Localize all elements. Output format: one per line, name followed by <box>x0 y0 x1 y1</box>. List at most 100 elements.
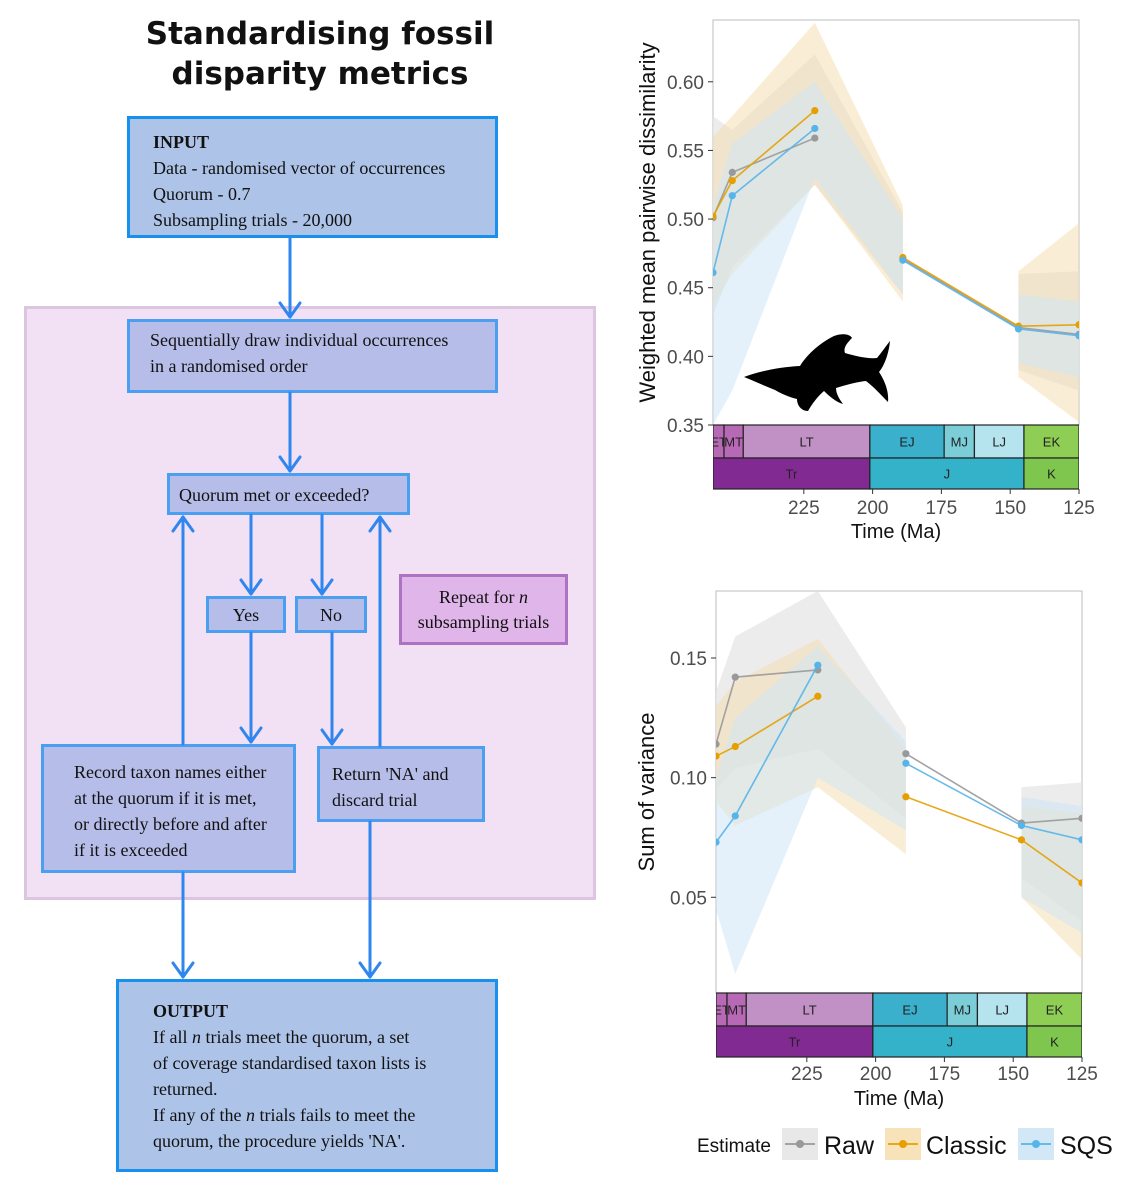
y-tick-label: 0.60 <box>667 73 704 94</box>
repeat-n: n <box>518 587 528 607</box>
input-line: Subsampling trials - 20,000 <box>153 210 352 230</box>
record-taxon-box: Record taxon names either at the quorum … <box>41 744 296 873</box>
ribbon-sqs <box>1021 796 1082 934</box>
legend-label-sqs: SQS <box>1060 1132 1113 1160</box>
legend: Estimate Raw Classic SQS <box>697 1128 1113 1160</box>
point-sqs <box>1078 836 1082 844</box>
point-sqs <box>713 269 717 277</box>
timescale-period-label: Tr <box>789 1035 801 1050</box>
point-sqs <box>811 124 819 133</box>
x-tick-label: 150 <box>994 498 1026 519</box>
timescale-stage-label: MJ <box>951 435 968 450</box>
return-na-box: Return 'NA' and discard trial <box>317 746 485 822</box>
x-tick-label: 125 <box>1063 498 1095 519</box>
point-sqs <box>814 661 822 669</box>
x-axis-label: Time (Ma) <box>851 521 941 543</box>
point-classic <box>728 177 736 185</box>
timescale-stage-label: MT <box>724 435 743 450</box>
legend-dot-sqs <box>1032 1140 1040 1148</box>
point-sqs <box>716 838 720 846</box>
title-line-2: disparity metrics <box>171 56 469 92</box>
record-line: if it is exceeded <box>74 840 188 860</box>
no-label: No <box>320 605 342 625</box>
repeat-line-2: subsampling trials <box>417 612 550 632</box>
input-line: Quorum - 0.7 <box>153 184 251 204</box>
timescale-period-label: K <box>1050 1035 1059 1050</box>
y-tick-label: 0.40 <box>667 347 704 368</box>
point-sqs <box>899 256 907 264</box>
timescale-stage <box>869 424 945 459</box>
timescale-period <box>1023 457 1079 490</box>
timescale-stage <box>976 992 1028 1027</box>
plot-content <box>716 591 1082 974</box>
point-raw <box>902 750 910 758</box>
x-tick-label: 200 <box>860 1064 892 1085</box>
input-line: Data - randomised vector of occurrences <box>153 158 446 178</box>
output-line: quorum, the procedure yields 'NA'. <box>153 1131 406 1151</box>
timescale-stage-label: EJ <box>899 435 914 450</box>
timescale-stage-label: MJ <box>954 1003 971 1018</box>
legend-dot-raw <box>796 1140 804 1148</box>
point-raw <box>716 740 720 748</box>
timescale-stage-label: MT <box>727 1003 746 1018</box>
timescale-stage-label: LJ <box>995 1003 1009 1018</box>
plot-content <box>713 22 1079 425</box>
draw-line: in a randomised order <box>150 356 308 376</box>
figure-title: Standardising fossil disparity metrics <box>100 14 540 94</box>
timescale-period <box>872 1025 1028 1058</box>
x-tick-label: 150 <box>997 1064 1029 1085</box>
point-sqs <box>728 192 736 200</box>
output-box: OUTPUT If all n trials meet the quorum, … <box>116 979 498 1172</box>
point-classic <box>811 107 819 115</box>
yes-label: Yes <box>232 605 260 625</box>
point-raw <box>731 673 739 681</box>
record-line: or directly before and after <box>74 814 267 834</box>
legend-dot-classic <box>899 1140 907 1148</box>
timescale-stage <box>973 424 1025 459</box>
point-classic <box>902 793 910 801</box>
x-tick-label: 225 <box>791 1064 823 1085</box>
y-tick-label: 0.35 <box>667 416 704 437</box>
point-classic <box>1078 879 1082 887</box>
legend-title: Estimate <box>697 1136 771 1157</box>
repeat-trials-box: Repeat for n subsampling trials <box>399 574 568 645</box>
timescale-stage <box>872 992 948 1027</box>
return-line: discard trial <box>332 790 418 810</box>
ribbon-sqs <box>713 81 903 425</box>
timescale-stage-label: ET <box>710 435 727 450</box>
legend-label-classic: Classic <box>926 1132 1007 1160</box>
y-tick-label: 0.50 <box>667 210 704 231</box>
point-raw <box>1078 814 1082 822</box>
timescale-stage-label: ET <box>713 1003 730 1018</box>
point-classic <box>814 692 822 700</box>
point-sqs <box>1014 325 1023 333</box>
y-tick-label: 0.05 <box>670 888 707 909</box>
point-classic <box>1075 321 1079 329</box>
output-line: If all n trials meet the quorum, a set <box>153 1027 410 1047</box>
timescale-period <box>869 457 1025 490</box>
y-axis-label: Sum of variance <box>634 713 659 872</box>
output-line: If any of the n trials fails to meet the <box>153 1105 416 1125</box>
record-line: Record taxon names either <box>74 762 267 782</box>
x-tick-label: 125 <box>1066 1064 1098 1085</box>
timescale-stage-label: EK <box>1043 435 1061 450</box>
timescale-period-label: J <box>944 467 951 482</box>
timescale-stage <box>1023 424 1079 459</box>
yes-box: Yes <box>206 596 286 633</box>
timescale-period-label: J <box>947 1035 954 1050</box>
ribbon-sqs <box>1018 294 1079 377</box>
point-raw <box>811 134 819 142</box>
point-sqs <box>731 812 739 820</box>
x-axis-label: Time (Ma) <box>854 1088 944 1110</box>
output-line: of coverage standardised taxon lists is <box>153 1053 427 1073</box>
timescale-stage-label: EJ <box>902 1003 917 1018</box>
y-tick-label: 0.55 <box>667 141 704 162</box>
point-sqs <box>1075 332 1079 340</box>
y-tick-label: 0.15 <box>670 649 707 670</box>
ichthyosaur-silhouette <box>744 334 890 411</box>
legend-label-raw: Raw <box>824 1132 875 1160</box>
return-line: Return 'NA' and <box>332 764 449 784</box>
